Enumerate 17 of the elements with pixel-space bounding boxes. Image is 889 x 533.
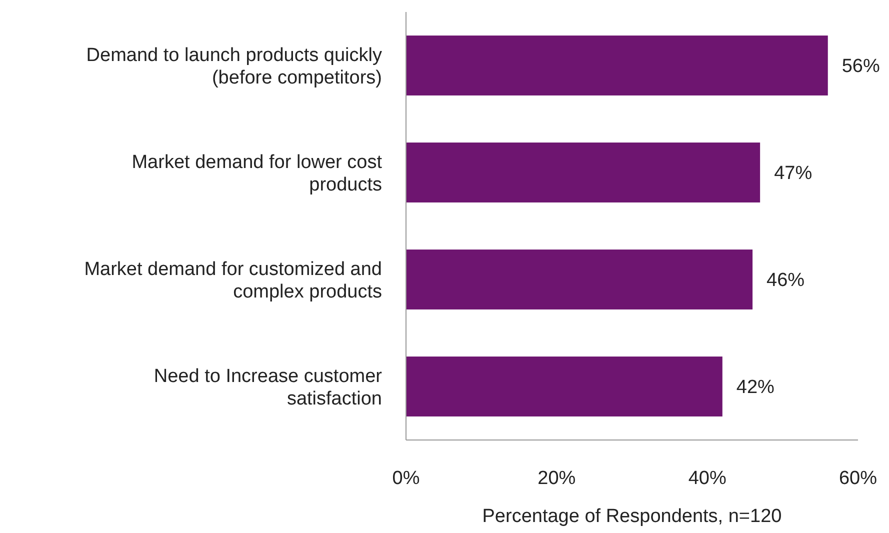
y-tick-label: Market demand for lower cost products — [132, 152, 383, 196]
bar — [406, 142, 760, 202]
data-label: 47% — [774, 163, 812, 184]
x-axis-title: Percentage of Respondents, n=120 — [482, 506, 782, 527]
bar — [406, 356, 722, 416]
data-label: 56% — [842, 56, 880, 78]
y-tick-label: Demand to launch products quickly (before competitors) — [86, 44, 382, 89]
bar — [406, 250, 753, 310]
x-tick-label: 40% — [688, 468, 726, 489]
y-tick-label: Need to Increase customer satisfaction — [154, 366, 383, 410]
x-tick-label: 0% — [392, 468, 420, 489]
y-tick-label: Market demand for customized and complex products — [84, 258, 382, 303]
data-label: 42% — [736, 377, 775, 398]
bar — [406, 36, 828, 96]
data-label: 46% — [766, 270, 805, 292]
x-tick-label: 20% — [538, 468, 576, 489]
x-tick-label: 60% — [838, 468, 878, 489]
